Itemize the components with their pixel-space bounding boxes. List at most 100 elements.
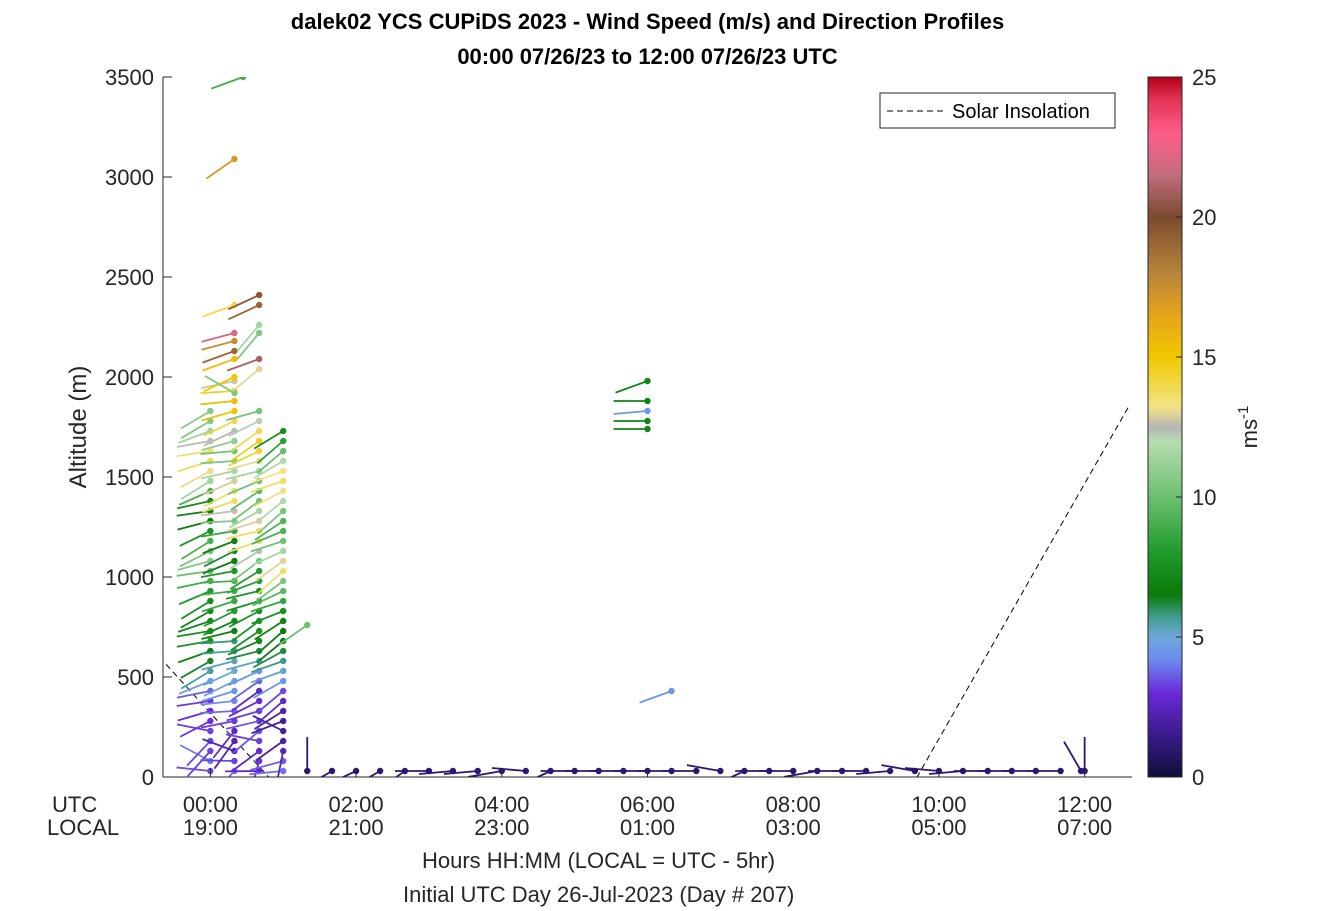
- wind-barb-dot: [304, 621, 311, 629]
- wind-barb-dot: [255, 417, 263, 425]
- wind-barb-shaft: [178, 590, 211, 606]
- wind-barb-shaft: [229, 550, 260, 570]
- wind-barb-shaft: [200, 530, 235, 538]
- wind-barb-shaft: [177, 620, 211, 633]
- surface-wind-barb-shaft: [419, 770, 454, 775]
- y-axis-label: Altitude (m): [65, 366, 92, 489]
- chart-title: dalek02 YCS CUPiDS 2023 - Wind Speed (m/…: [290, 9, 1005, 34]
- colorbar-unit: ms: [1237, 419, 1262, 448]
- wind-barb-shaft: [200, 650, 235, 655]
- wind-barb-dot: [255, 437, 263, 445]
- wind-barb-dot: [207, 587, 214, 595]
- wind-barb-dot: [644, 397, 651, 405]
- wind-barb-shaft: [255, 740, 284, 762]
- wind-barb-shaft: [206, 158, 235, 180]
- wind-barb-dot: [255, 507, 263, 515]
- wind-barb-shaft: [253, 460, 284, 480]
- wind-barb-dot: [644, 377, 651, 385]
- wind-barb-dot: [255, 737, 263, 745]
- wind-barb-shaft: [236, 332, 260, 360]
- wind-barb-dot: [255, 447, 263, 455]
- wind-barb-dot: [231, 407, 238, 415]
- wind-barb-shaft: [200, 710, 235, 714]
- wind-barb-dot: [255, 697, 263, 705]
- wind-barb-dot: [231, 517, 238, 525]
- wind-barb-shaft: [256, 640, 284, 664]
- wind-barb-shaft: [201, 500, 235, 513]
- wind-barb-shaft: [200, 570, 235, 579]
- x-tick-label-utc: 02:00: [329, 792, 384, 817]
- wind-barb-shaft: [232, 730, 260, 754]
- x-tick-label-local: 23:00: [474, 815, 529, 840]
- wind-barb-dot: [231, 437, 238, 445]
- wind-barb-shaft: [203, 680, 235, 697]
- wind-barb-shaft: [230, 490, 260, 511]
- wind-barb-dot: [280, 647, 287, 655]
- colorbar-tick-label: 0: [1192, 765, 1204, 790]
- wind-barb-dot: [255, 567, 263, 575]
- wind-barb-shaft: [253, 710, 284, 730]
- wind-barb-dot: [280, 507, 287, 515]
- wind-barb-dot: [207, 747, 214, 755]
- wind-barb-shaft: [176, 723, 211, 732]
- wind-barb-shaft: [225, 650, 260, 661]
- wind-barb-shaft: [256, 450, 284, 474]
- wind-barb-shaft: [200, 460, 235, 465]
- wind-barb-dot: [280, 667, 287, 675]
- wind-barb-shaft: [250, 600, 284, 613]
- colorbar-unit-exponent: -1: [1235, 406, 1252, 419]
- wind-barb-shaft: [227, 294, 260, 311]
- wind-barb-shaft: [200, 510, 235, 517]
- wind-barb-shaft: [225, 720, 260, 730]
- colorbar: [1147, 76, 1183, 778]
- wind-barb-shaft: [180, 480, 211, 500]
- wind-barb-dot: [255, 427, 263, 435]
- wind-barb-shaft: [203, 430, 235, 447]
- wind-barb-shaft: [228, 420, 260, 437]
- wind-barb-shaft: [180, 600, 211, 620]
- wind-barb-shaft: [250, 480, 284, 493]
- wind-barb-shaft: [253, 680, 284, 699]
- wind-barb-dot: [231, 657, 238, 665]
- wind-barb-shaft: [226, 600, 260, 612]
- wind-barb-dot: [255, 687, 263, 695]
- wind-barb-dot: [280, 627, 287, 635]
- wind-barb-dot: [231, 757, 238, 765]
- colorbar-tick-label: 10: [1192, 485, 1216, 510]
- wind-barb-shaft: [200, 390, 235, 395]
- wind-barb-dot: [280, 607, 287, 615]
- wind-barb-dot: [207, 597, 214, 605]
- wind-barb-shaft: [181, 540, 211, 560]
- wind-barb-dot: [231, 389, 238, 397]
- surface-wind-barb-shaft: [319, 770, 333, 777]
- wind-barb-dot: [207, 537, 214, 545]
- wind-barb-shaft: [200, 720, 235, 729]
- wind-barb-shaft: [200, 700, 235, 706]
- x-axis-label-day: Initial UTC Day 26-Jul-2023 (Day # 207): [403, 882, 795, 907]
- wind-barb-shaft: [231, 690, 260, 712]
- wind-barb-shaft: [200, 520, 235, 524]
- wind-barb-dot: [207, 657, 214, 665]
- surface-wind-barb-dot: [693, 767, 700, 775]
- wind-barb-dot: [231, 329, 238, 337]
- wind-barb-dot: [231, 477, 238, 485]
- wind-barb-shaft: [225, 733, 260, 742]
- wind-barb-shaft: [180, 410, 211, 430]
- wind-barb-shaft: [639, 690, 672, 704]
- wind-barb-dot: [231, 557, 238, 565]
- wind-barb-shaft: [227, 480, 260, 496]
- wind-barb-dot: [207, 407, 214, 415]
- wind-barb-dot: [231, 355, 238, 363]
- wind-barb-shaft: [225, 530, 260, 540]
- wind-barb-shaft: [201, 600, 235, 613]
- wind-barb-shaft: [176, 630, 211, 638]
- wind-barb-dot: [644, 407, 651, 415]
- wind-barb-dot: [231, 347, 238, 355]
- wind-barb-shaft: [257, 630, 284, 655]
- wind-barb-dot: [280, 577, 287, 585]
- legend-label: Solar Insolation: [952, 101, 1090, 123]
- wind-barb-shaft: [251, 550, 284, 566]
- surface-wind-barb-dot: [304, 767, 311, 775]
- wind-barb-shaft: [252, 590, 284, 607]
